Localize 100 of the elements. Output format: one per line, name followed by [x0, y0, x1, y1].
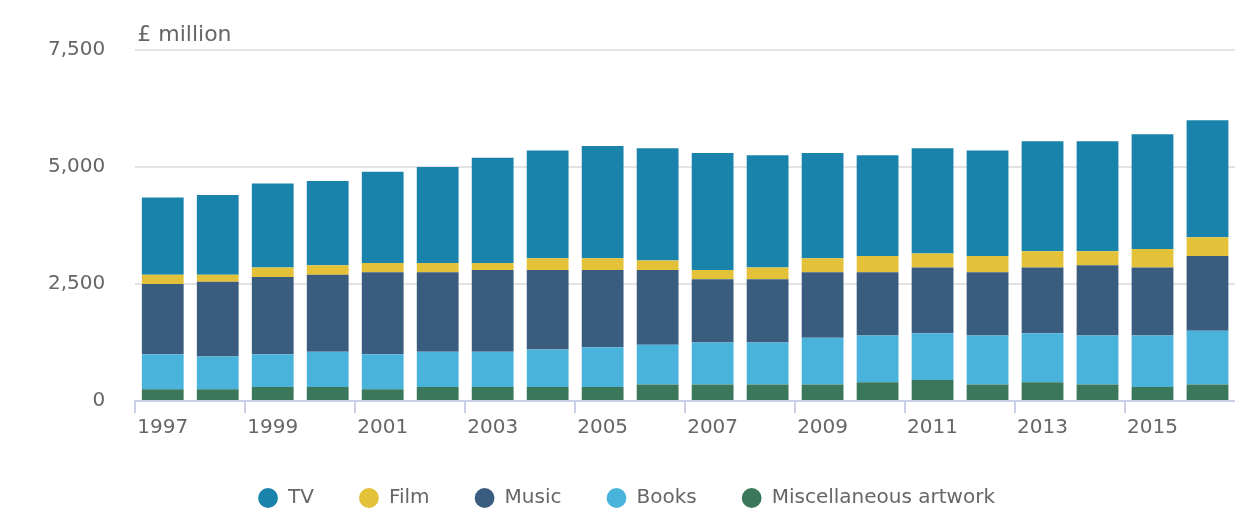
bar — [1186, 237, 1229, 256]
bar — [581, 386, 624, 400]
bar — [141, 274, 184, 284]
bar — [636, 344, 679, 385]
x-tick-label: 2001 — [357, 414, 409, 439]
bar — [966, 335, 1009, 385]
bar — [691, 342, 734, 385]
bar — [856, 382, 899, 400]
bar — [1021, 267, 1064, 334]
bar — [801, 337, 844, 385]
bar — [196, 281, 239, 357]
bar — [526, 269, 569, 350]
bar — [911, 148, 954, 254]
legend-label: TV — [287, 484, 315, 509]
x-tick-label: 2013 — [1017, 414, 1068, 439]
x-tick-label: 2007 — [687, 414, 739, 439]
bar — [691, 279, 734, 343]
x-tick-label: 2009 — [797, 414, 849, 439]
bar — [141, 284, 184, 355]
bar — [306, 265, 349, 275]
bar — [746, 279, 789, 343]
x-tick-label: 1999 — [247, 414, 299, 439]
y-axis-title: £ million — [137, 20, 232, 46]
bar — [526, 258, 569, 270]
bar — [856, 255, 899, 273]
bar — [251, 386, 294, 400]
bar — [911, 333, 954, 380]
bar — [966, 255, 1009, 273]
bar — [361, 272, 404, 355]
bar — [416, 351, 459, 387]
bar — [1131, 248, 1174, 268]
bar — [581, 258, 624, 270]
bar — [251, 354, 294, 387]
x-tick-label: 2005 — [577, 414, 629, 439]
bar — [966, 272, 1009, 336]
bar — [306, 386, 349, 400]
bar — [1021, 141, 1064, 252]
bar — [746, 342, 789, 385]
bar — [416, 272, 459, 352]
bar — [196, 389, 239, 400]
bar — [1131, 267, 1174, 336]
bar — [636, 148, 679, 261]
bar — [416, 167, 459, 263]
bar — [801, 272, 844, 338]
bar — [801, 258, 844, 273]
x-tick-label: 2015 — [1127, 414, 1178, 439]
bar — [471, 262, 514, 270]
bar — [471, 157, 514, 263]
bar — [911, 253, 954, 268]
bar — [1021, 251, 1064, 268]
bar — [856, 155, 899, 256]
bar — [361, 171, 404, 263]
bar — [1131, 335, 1174, 387]
bar — [1131, 386, 1174, 400]
bar — [526, 150, 569, 259]
bar — [1186, 330, 1229, 385]
bar — [966, 150, 1009, 256]
bar — [141, 354, 184, 390]
bar — [1131, 134, 1174, 249]
bar — [1186, 255, 1229, 331]
bar — [801, 152, 844, 259]
bar — [251, 276, 294, 355]
bar — [416, 386, 459, 400]
bar — [141, 389, 184, 400]
bar — [856, 272, 899, 336]
bar — [966, 384, 1009, 400]
x-tick-label: 2011 — [907, 414, 959, 439]
bar — [746, 155, 789, 268]
bar — [196, 195, 239, 275]
bar — [416, 262, 459, 273]
x-tick-label: 2003 — [467, 414, 519, 439]
bar — [471, 386, 514, 400]
legend-label: Miscellaneous artwork — [771, 484, 996, 509]
bar — [581, 145, 624, 259]
y-tick-label: 0 — [92, 387, 106, 412]
bar — [306, 274, 349, 352]
legend-label: Film — [388, 484, 430, 509]
bar — [691, 152, 734, 270]
bar — [196, 274, 239, 282]
bar — [581, 347, 624, 387]
bar — [746, 267, 789, 280]
bar — [691, 384, 734, 400]
bar — [526, 349, 569, 387]
bar — [581, 269, 624, 348]
y-tick-label: 5,000 — [47, 153, 106, 178]
bar — [361, 354, 404, 390]
bar — [1021, 333, 1064, 383]
x-tick-label: 1997 — [137, 414, 189, 439]
bar — [306, 181, 349, 266]
bar — [141, 197, 184, 275]
bar — [361, 262, 404, 273]
bar — [196, 356, 239, 390]
bar — [1076, 251, 1119, 266]
bar — [1186, 384, 1229, 400]
bar — [1186, 120, 1229, 238]
legend-label: Music — [504, 484, 562, 509]
bar — [911, 267, 954, 334]
bar — [1076, 335, 1119, 385]
bar — [1021, 382, 1064, 400]
bar — [471, 351, 514, 387]
